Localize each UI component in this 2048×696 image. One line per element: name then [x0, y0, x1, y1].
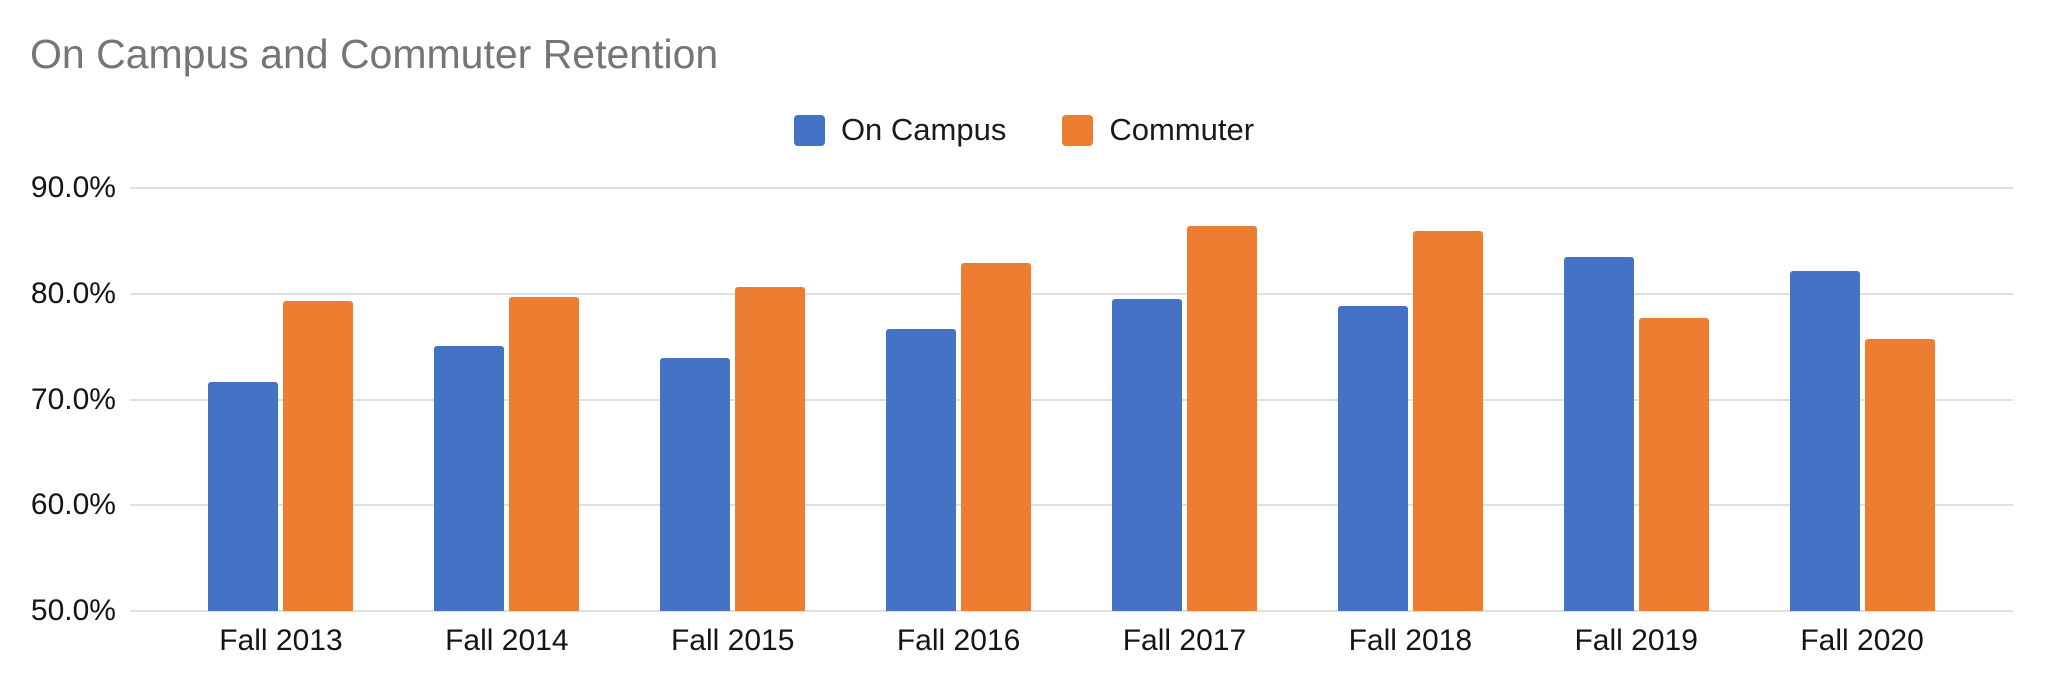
y-axis-tick-label: 80.0%: [30, 276, 116, 310]
bar-group-fall-2015: [620, 188, 846, 611]
x-axis-category-label: Fall 2015: [670, 624, 795, 657]
bar-commuter-fall-2016[interactable]: [961, 263, 1032, 611]
x-axis-category-label: Fall 2013: [219, 624, 343, 657]
x-axis: Fall 2013 Fall 2014 Fall 2015 Fall 2016 Fall…: [168, 624, 1975, 658]
x-axis-category-label: Fall 2020: [1800, 624, 1924, 657]
legend-label: On Campus: [840, 112, 1007, 147]
bar-on-campus-fall-2013[interactable]: [208, 381, 279, 611]
legend-swatch-commuter: [1062, 114, 1094, 146]
x-axis-category-label: Fall 2018: [1348, 624, 1473, 657]
bar-commuter-fall-2014[interactable]: [509, 296, 580, 611]
bar-on-campus-fall-2014[interactable]: [434, 345, 505, 611]
bar-commuter-fall-2015[interactable]: [735, 287, 806, 611]
y-axis-tick-label: 60.0%: [30, 488, 116, 522]
bar-on-campus-fall-2020[interactable]: [1789, 270, 1860, 611]
bar-group-fall-2018: [1297, 188, 1523, 611]
gridline-60: [130, 504, 2013, 507]
bar-commuter-fall-2020[interactable]: [1864, 339, 1935, 611]
legend-item-on-campus: On Campus: [793, 112, 1007, 148]
bar-group-fall-2019: [1523, 188, 1749, 611]
gridline-90: [130, 187, 2013, 189]
y-axis-tick-label: 90.0%: [30, 171, 116, 204]
bar-on-campus-fall-2018[interactable]: [1337, 306, 1408, 611]
bar-on-campus-fall-2019[interactable]: [1563, 256, 1634, 611]
legend-item-commuter: Commuter: [1062, 112, 1254, 148]
x-axis-category-label: Fall 2016: [896, 624, 1021, 657]
x-axis-category-label: Fall 2017: [1122, 624, 1247, 657]
bar-group-fall-2016: [846, 188, 1072, 611]
y-axis-tick-label: 70.0%: [30, 382, 116, 416]
bar-group-fall-2020: [1749, 188, 1975, 611]
bar-group-fall-2013: [168, 188, 394, 611]
legend-label: Commuter: [1109, 112, 1255, 147]
bar-on-campus-fall-2016[interactable]: [886, 328, 957, 611]
gridline-70: [130, 398, 2013, 401]
bar-commuter-fall-2019[interactable]: [1638, 318, 1709, 611]
chart-title: On Campus and Commuter Retention: [30, 31, 719, 77]
plot-area: [130, 187, 2013, 612]
bar-group-fall-2014: [394, 188, 620, 611]
legend: On Campus Commuter: [0, 108, 2048, 152]
y-axis-tick-label: 50.0%: [30, 594, 116, 627]
bar-commuter-fall-2018[interactable]: [1412, 231, 1483, 611]
bar-on-campus-fall-2017[interactable]: [1111, 299, 1182, 611]
bars-layer: [168, 188, 1975, 611]
bar-on-campus-fall-2015[interactable]: [660, 358, 731, 611]
gridline-80: [130, 292, 2013, 295]
bar-commuter-fall-2017[interactable]: [1186, 226, 1257, 611]
gridline-50: [130, 610, 2013, 612]
x-axis-category-label: Fall 2014: [445, 624, 569, 657]
x-axis-category-label: Fall 2019: [1574, 624, 1698, 657]
bar-group-fall-2017: [1072, 188, 1298, 611]
bar-commuter-fall-2013[interactable]: [283, 301, 354, 611]
legend-swatch-on-campus: [793, 114, 825, 146]
